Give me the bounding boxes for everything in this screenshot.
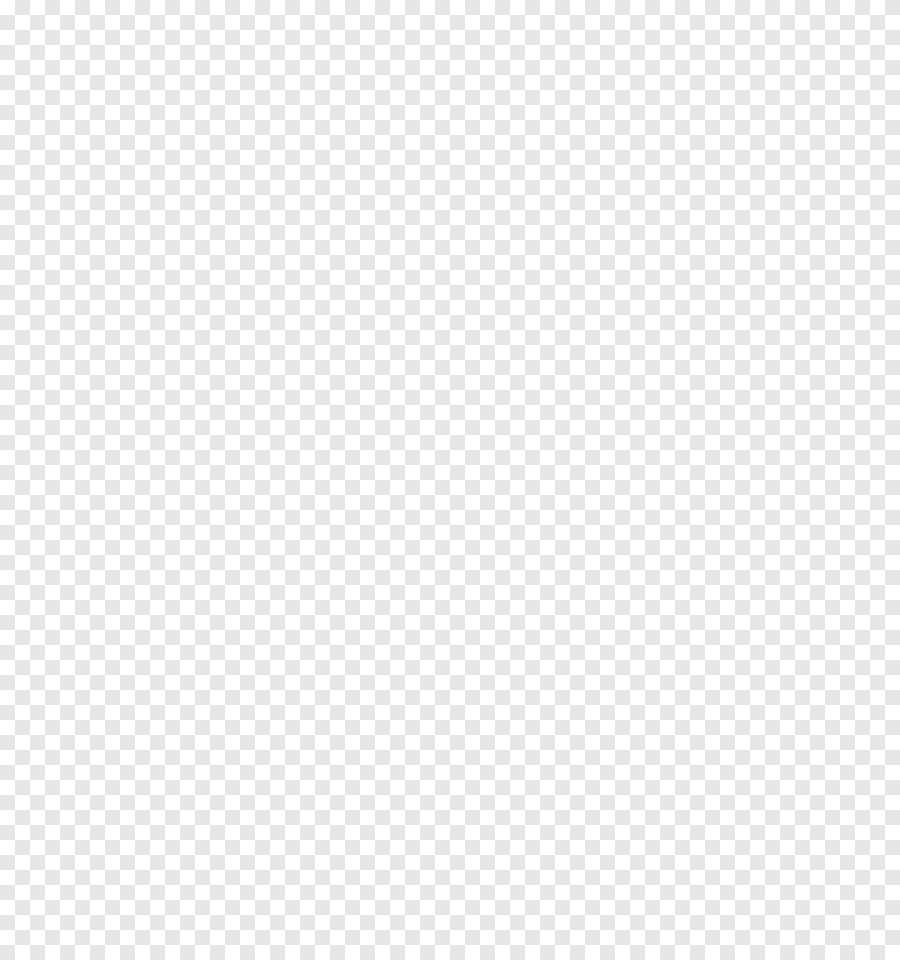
row-label-first bbox=[8, 118, 48, 513]
diagram-root bbox=[0, 0, 900, 960]
row-label-later bbox=[8, 540, 48, 935]
